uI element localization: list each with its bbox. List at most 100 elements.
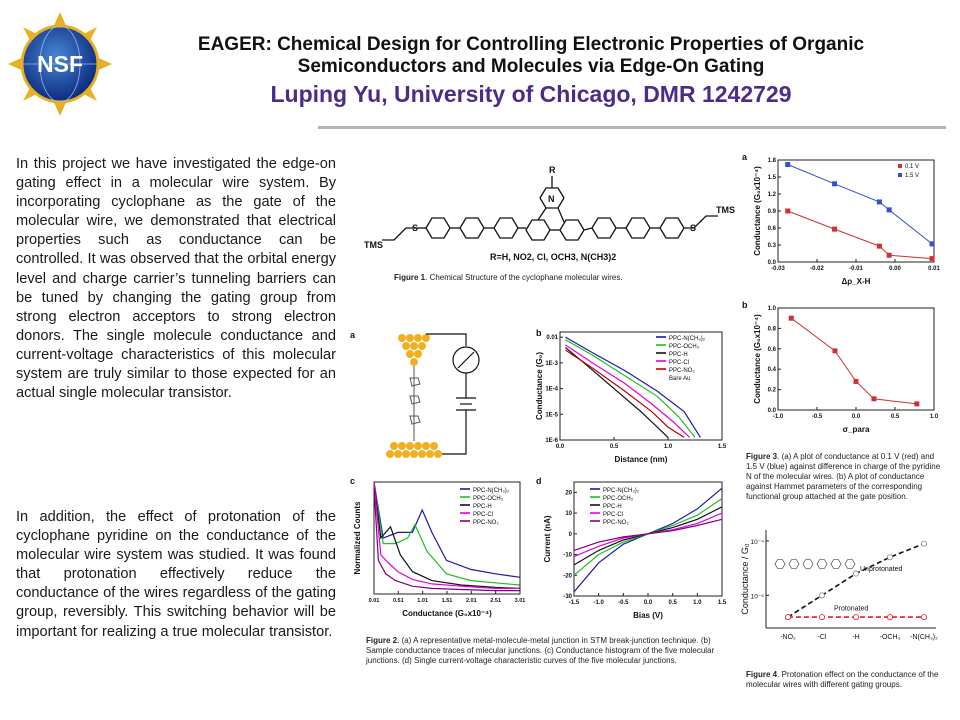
figure-4-caption-label: Figure 4 <box>746 670 778 679</box>
x-axis-label: Δρ_X-H <box>842 277 871 286</box>
chart-fig2d: 20 10 0 -10 -20 -30-1.5 -1.0 -0.5 0.0 0.5 1.0 1.5 d C… <box>536 476 727 620</box>
data-point <box>886 207 892 213</box>
legend-entry: PPC-N(CH₃)₂ <box>669 336 706 342</box>
tip-gold-atoms <box>386 334 442 458</box>
legend-entry: 0.1 V <box>905 164 919 170</box>
label-tms-left: TMS <box>364 240 383 250</box>
legend-entry: PPC-NO₂ <box>473 520 499 526</box>
y-tick-label: 0.3 <box>768 243 777 249</box>
y-tick-label: 1E-4 <box>545 387 558 393</box>
panel-label: d <box>536 476 542 486</box>
molecule-thumbnail <box>774 559 856 569</box>
data-point <box>929 256 935 262</box>
series-line <box>573 487 723 593</box>
header-divider <box>318 126 946 129</box>
label-s-right: S <box>690 223 696 233</box>
data-point <box>886 614 893 621</box>
y-tick-label: 0.0 <box>768 260 777 266</box>
data-point <box>929 241 935 247</box>
x-tick-label: 2.01 <box>466 598 477 604</box>
series-line <box>573 512 723 558</box>
legend-entry: PPC-Cl <box>603 512 623 518</box>
figure-2-caption: Figure 2. (a) A representative metal-mol… <box>366 636 726 666</box>
x-tick-label: 1.51 <box>442 598 453 604</box>
data-point <box>853 570 860 577</box>
x-tick-label: -0.5 <box>618 600 629 606</box>
data-point <box>785 614 792 621</box>
panel-label: c <box>350 476 355 486</box>
label-protonated: Protonated <box>834 606 868 613</box>
author-line: Luping Yu, University of Chicago, DMR 12… <box>270 81 792 107</box>
y-tick-label: 0.2 <box>768 388 777 394</box>
y-tick-label: 0.6 <box>768 226 777 232</box>
x-axis-label: Bias (V) <box>633 611 663 620</box>
series-line <box>791 317 917 405</box>
figure-2a-junction: a <box>350 330 480 458</box>
figure-2-caption-label: Figure 2 <box>366 636 398 645</box>
x-tick-label: -1.0 <box>593 600 604 606</box>
figure-4-caption: Figure 4. Protonation effect on the cond… <box>746 670 942 690</box>
legend-entry: Bare Au <box>669 376 690 382</box>
x-tick-label: -NO₂ <box>780 634 796 641</box>
legend-entry: PPC-H <box>669 352 688 358</box>
data-point <box>876 199 882 205</box>
x-tick-label: 1.0 <box>664 444 673 450</box>
y-tick-label: 1.2 <box>768 192 777 198</box>
legend-entry: PPC-Cl <box>473 512 493 518</box>
figure-1-structure: R N S S TMS TMS R=H, NO2, Cl, OCH3, N(CH… <box>364 165 735 262</box>
series-line <box>565 336 701 438</box>
body-paragraph-1: In this project we have investigated the… <box>16 156 336 402</box>
legend-entry: PPC-N(CH₃)₂ <box>473 488 510 494</box>
x-tick-label: 1.5 <box>718 600 727 606</box>
legend-entry: PPC-H <box>473 504 492 510</box>
x-tick-label: -Cl <box>818 634 827 641</box>
title-line-1: EAGER: Chemical Design for Controlling E… <box>197 34 865 55</box>
figure-1-caption: Figure 1. Chemical Structure of the cycl… <box>394 273 734 283</box>
figure-3-caption-text: . (a) A plot of conductance at 0.1 V (re… <box>746 452 941 501</box>
y-tick-label: 1E-5 <box>545 412 558 418</box>
x-axis-label: σ_para <box>843 425 870 434</box>
x-tick-label: 0.0 <box>556 444 565 450</box>
figure-3-caption-label: Figure 3 <box>746 452 778 461</box>
chart-fig2b: 0.01 1E-3 1E-4 1E-5 1E-60.0 0.5 1.0 1.5 b Conduct… <box>535 328 727 464</box>
data-point <box>832 226 838 232</box>
data-point <box>785 208 791 214</box>
data-point <box>886 252 892 258</box>
series-line <box>787 210 933 260</box>
x-tick-label: 0.51 <box>393 598 404 604</box>
series-line <box>373 487 520 592</box>
data-point <box>876 243 882 249</box>
x-tick-label: 3.01 <box>515 598 526 604</box>
data-point <box>886 554 893 561</box>
x-tick-label: 0.5 <box>610 444 619 450</box>
y-tick-label: 0 <box>569 532 573 538</box>
chart-fig3b: 0.0 0.2 0.4 0.6 0.8 1.0 -1.0 -0.5 0.0 0.5 1.0 b Cond… <box>742 300 939 434</box>
x-tick-label: 1.01 <box>417 598 428 604</box>
legend-entry: PPC-NO₂ <box>603 520 629 526</box>
series-line <box>565 339 696 438</box>
y-axis-label: Conductance (G₀) <box>535 352 544 420</box>
r-group-list: R=H, NO2, Cl, OCH3, N(CH3)2 <box>490 252 616 262</box>
label-n: N <box>548 194 555 204</box>
panel-label: a <box>742 152 748 162</box>
x-tick-label: 0.01 <box>369 598 380 604</box>
label-unprotonated: Unprotonated <box>860 566 903 573</box>
y-tick-label: 0.01 <box>546 335 558 341</box>
y-axis-label: Conductance (G₀x10⁻⁴) <box>753 166 762 256</box>
figure-3-caption: Figure 3. (a) A plot of conductance at 0… <box>746 452 942 502</box>
series-line <box>373 481 520 586</box>
y-tick-label: 10⁻⁵ <box>751 593 765 600</box>
x-axis-label: Distance (nm) <box>615 455 668 464</box>
y-axis-label: Conductance (G₀x10⁻⁴) <box>753 314 762 404</box>
label-r: R <box>549 165 556 175</box>
data-point <box>819 614 826 621</box>
data-point <box>832 181 838 187</box>
legend-entry: 1.5 V <box>905 173 919 179</box>
circuit-wires <box>426 333 480 455</box>
y-tick-label: 10⁻⁴ <box>751 539 765 546</box>
label-s-left: S <box>412 223 418 233</box>
legend-swatch <box>898 173 902 177</box>
data-point <box>819 592 826 599</box>
y-tick-label: -10 <box>563 553 572 559</box>
y-tick-label: 0.8 <box>768 326 777 332</box>
